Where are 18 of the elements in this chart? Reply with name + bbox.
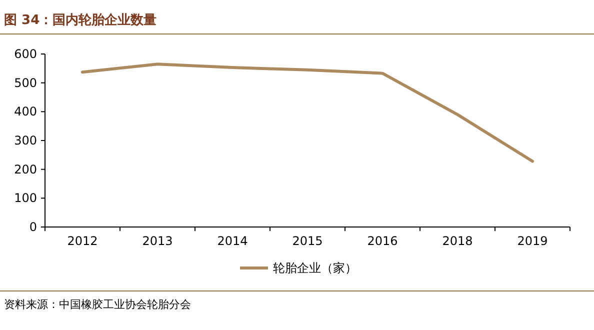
y-tick-label: 100 <box>14 191 37 206</box>
line-series <box>81 62 534 163</box>
y-tick-label: 500 <box>14 76 37 90</box>
x-tick-label: 2019 <box>517 234 548 248</box>
x-tick-label: 2018 <box>442 234 473 248</box>
text: 资料来源：中国橡胶工业协会轮胎分会 <box>4 298 191 311</box>
x-tick-label: 2012 <box>67 234 98 248</box>
y-tick-label: 400 <box>14 104 37 119</box>
y-tick-label: 200 <box>14 162 37 176</box>
legend-label: 轮胎企业（家） <box>273 261 357 275</box>
y-tick-label: 0 <box>29 220 37 234</box>
chart-title: 图 34：国内轮胎企业数量 <box>4 13 157 28</box>
x-tick-label: 2013 <box>142 234 173 248</box>
x-tick-label: 2016 <box>367 234 398 248</box>
x-tick-label: 2015 <box>292 234 323 248</box>
x-tick-label: 2014 <box>217 234 248 248</box>
y-tick-label: 300 <box>14 134 37 148</box>
y-tick-label: 600 <box>14 47 37 61</box>
